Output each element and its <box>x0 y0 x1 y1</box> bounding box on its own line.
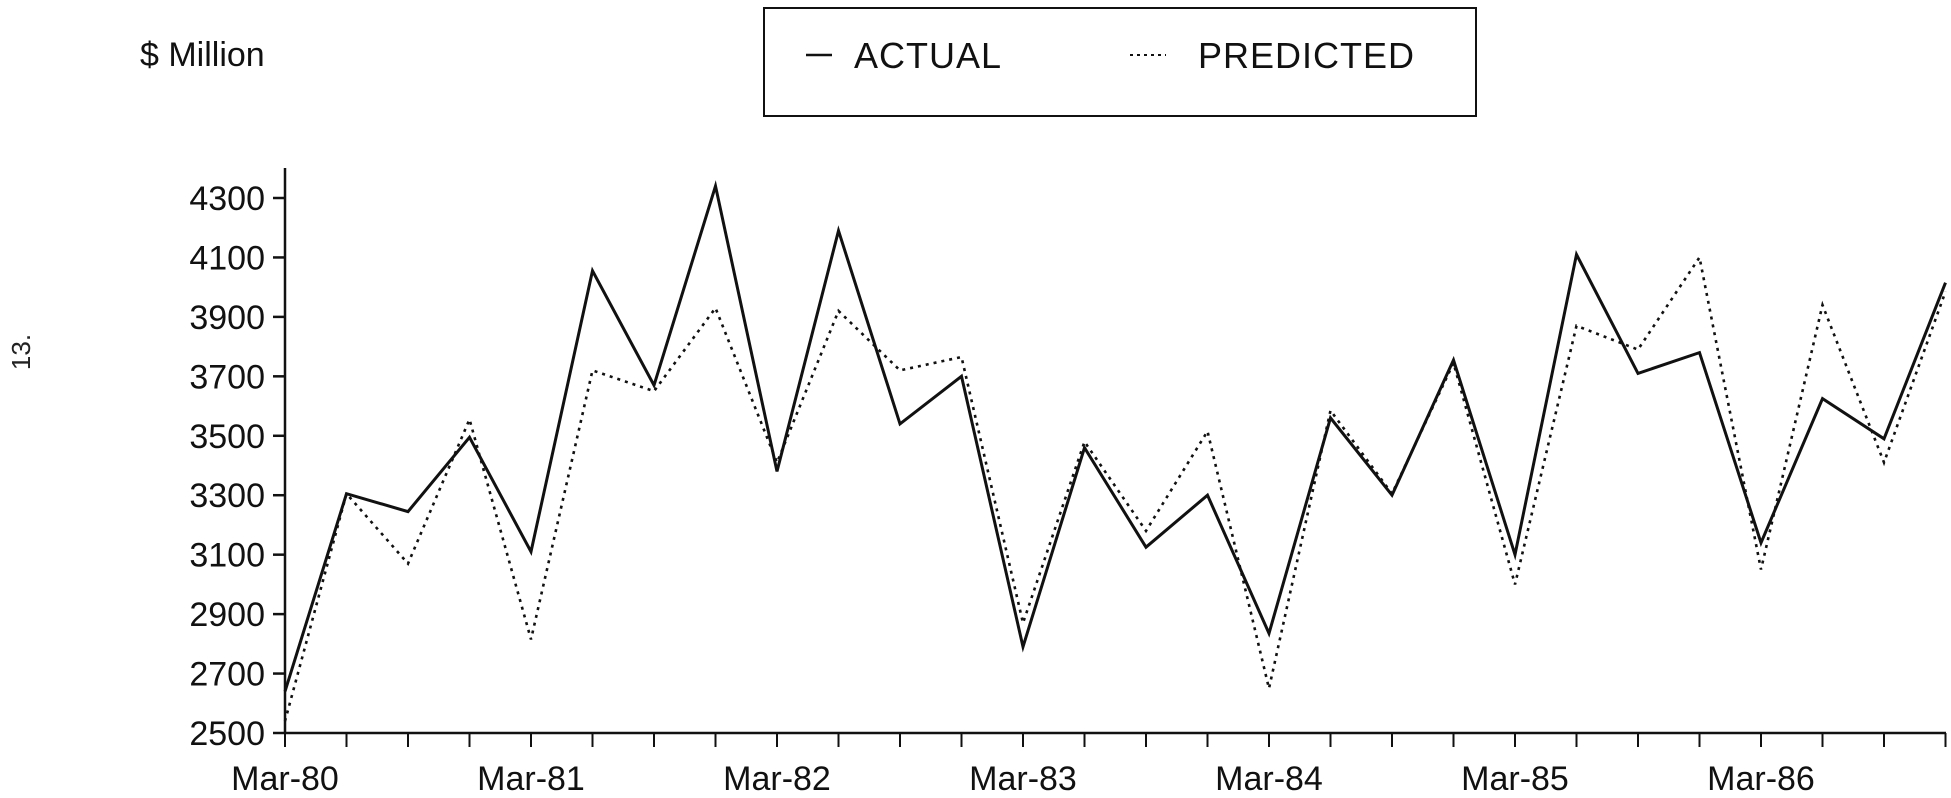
y-tick-label: 2500 <box>189 715 265 753</box>
series-layer <box>283 180 1947 722</box>
y-tick-label: 2900 <box>189 596 265 634</box>
y-tick-label: 3900 <box>189 299 265 337</box>
legend-label-actual: ACTUAL <box>854 35 1002 76</box>
x-tick-label: Mar-82 <box>723 760 831 798</box>
x-tick-label: Mar-83 <box>969 760 1077 798</box>
y-axis-label: $ Million <box>140 36 265 74</box>
series-line-predicted <box>283 254 1947 722</box>
x-tick-label: Mar-85 <box>1461 760 1569 798</box>
y-tick-label: 3300 <box>189 477 265 515</box>
legend-label-predicted: PREDICTED <box>1198 35 1415 76</box>
y-tick-label: 2700 <box>189 656 265 694</box>
x-tick-label: Mar-84 <box>1215 760 1323 798</box>
y-tick-label: 3500 <box>189 418 265 456</box>
series-line-actual <box>283 180 1947 692</box>
y-ticks: 2500 2700 2900 3100 3300 3500 3700 3900 4100 4300 <box>189 180 285 753</box>
x-tick-label: Mar-80 <box>231 760 339 798</box>
y-tick-label: 4300 <box>189 180 265 218</box>
x-tick-label: Mar-86 <box>1707 760 1815 798</box>
y-tick-label: 3700 <box>189 358 265 396</box>
y-tick-label: 3100 <box>189 537 265 575</box>
x-tick-label: Mar-81 <box>477 760 585 798</box>
y-tick-label: 4100 <box>189 239 265 277</box>
legend-box <box>763 7 1477 117</box>
page-number: 13. <box>6 334 36 370</box>
legend: ACTUAL PREDICTED <box>763 7 1477 117</box>
x-ticks: Mar-80 Mar-81 Mar-82 Mar-83 Mar-84 Mar-85 Mar-… <box>231 733 1947 798</box>
